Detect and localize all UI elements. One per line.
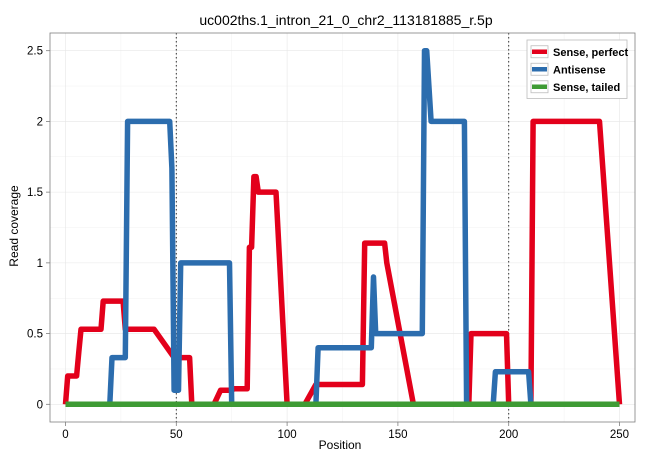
legend-label: Sense, tailed <box>553 82 620 94</box>
y-tick-label: 2 <box>37 116 43 128</box>
y-tick-label: 1.5 <box>27 187 43 199</box>
x-axis-title: Position <box>319 438 362 452</box>
legend: Sense, perfect Antisense Sense, tailed <box>526 39 629 99</box>
y-tick-label: 0 <box>37 399 43 411</box>
x-tick-label: 50 <box>170 429 183 441</box>
y-tick-label: 2.5 <box>27 46 43 58</box>
series-layer <box>62 47 623 408</box>
x-tick-label: 250 <box>610 429 629 441</box>
y-tick-label: 0.5 <box>27 329 43 341</box>
y-axis-title: Read coverage <box>7 185 21 267</box>
plot-border <box>49 32 636 423</box>
x-tick-label: 0 <box>62 429 68 441</box>
x-axis: 0 50 100 150 200 250 <box>62 422 629 441</box>
chart-title: uc002ths.1_intron_21_0_chr2_113181885_r.… <box>199 12 492 28</box>
y-axis: 0 0.5 1 1.5 2 2.5 <box>27 46 50 411</box>
x-tick-label: 200 <box>499 429 518 441</box>
legend-label: Sense, perfect <box>553 47 629 59</box>
y-tick-label: 1 <box>37 258 43 270</box>
legend-label: Antisense <box>553 64 606 76</box>
x-tick-label: 150 <box>388 429 407 441</box>
series-line-sense-perfect <box>62 118 623 408</box>
x-tick-label: 100 <box>278 429 297 441</box>
